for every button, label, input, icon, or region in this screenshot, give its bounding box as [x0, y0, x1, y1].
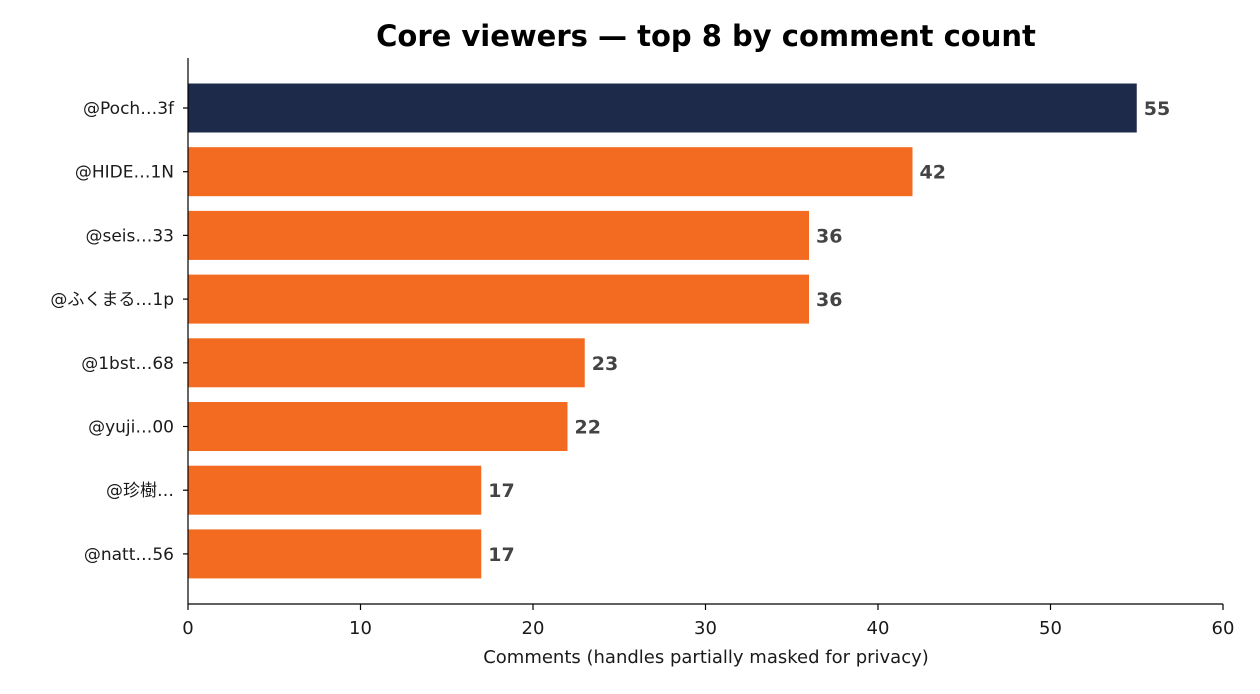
bar	[188, 147, 913, 197]
bar-value-label: 17	[488, 544, 514, 566]
x-tick-label: 30	[694, 618, 717, 639]
bar	[188, 274, 809, 324]
y-tick-label: @yuji…00	[88, 418, 174, 438]
bar	[188, 465, 482, 515]
bar-value-label: 55	[1144, 98, 1170, 120]
x-tick-label: 10	[349, 618, 372, 639]
bar	[188, 338, 585, 388]
y-tick-labels: @Poch…3f @HIDE…1N @seis…33 @ふくまる…1p @1bst…68…	[50, 99, 188, 565]
bar-value-label: 42	[920, 162, 946, 184]
x-tick-label: 50	[1039, 618, 1062, 639]
x-tick-label: 60	[1212, 618, 1235, 639]
bar	[188, 210, 809, 260]
bar-value-label: 17	[488, 480, 514, 502]
y-tick-label: @natt…56	[84, 545, 174, 565]
y-tick-label: @Poch…3f	[83, 99, 175, 119]
y-tick-label: @1bst…68	[81, 354, 174, 374]
x-tick-label: 0	[182, 618, 193, 639]
y-tick-label: @珍樹…	[106, 481, 174, 501]
y-tick-label: @seis…33	[85, 226, 174, 246]
bar-value-label: 23	[592, 353, 618, 375]
bar	[188, 529, 482, 579]
bar-value-label: 22	[575, 417, 601, 439]
x-axis-ticks: 0 10 20 30 40 50 60	[182, 604, 1234, 639]
bar	[188, 402, 568, 451]
y-tick-label: @HIDE…1N	[75, 163, 174, 183]
bar-value-label: 36	[816, 289, 842, 311]
y-tick-label: @ふくまる…1p	[50, 290, 174, 310]
x-axis-label: Comments (handles partially masked for p…	[483, 647, 929, 668]
x-tick-label: 20	[522, 618, 545, 639]
bar	[188, 83, 1137, 133]
bars-group: 55 42 36 36 23 22 17 17	[188, 83, 1170, 579]
bar-value-label: 36	[816, 225, 842, 247]
x-tick-label: 40	[867, 618, 890, 639]
chart-title: Core viewers — top 8 by comment count	[376, 19, 1036, 53]
